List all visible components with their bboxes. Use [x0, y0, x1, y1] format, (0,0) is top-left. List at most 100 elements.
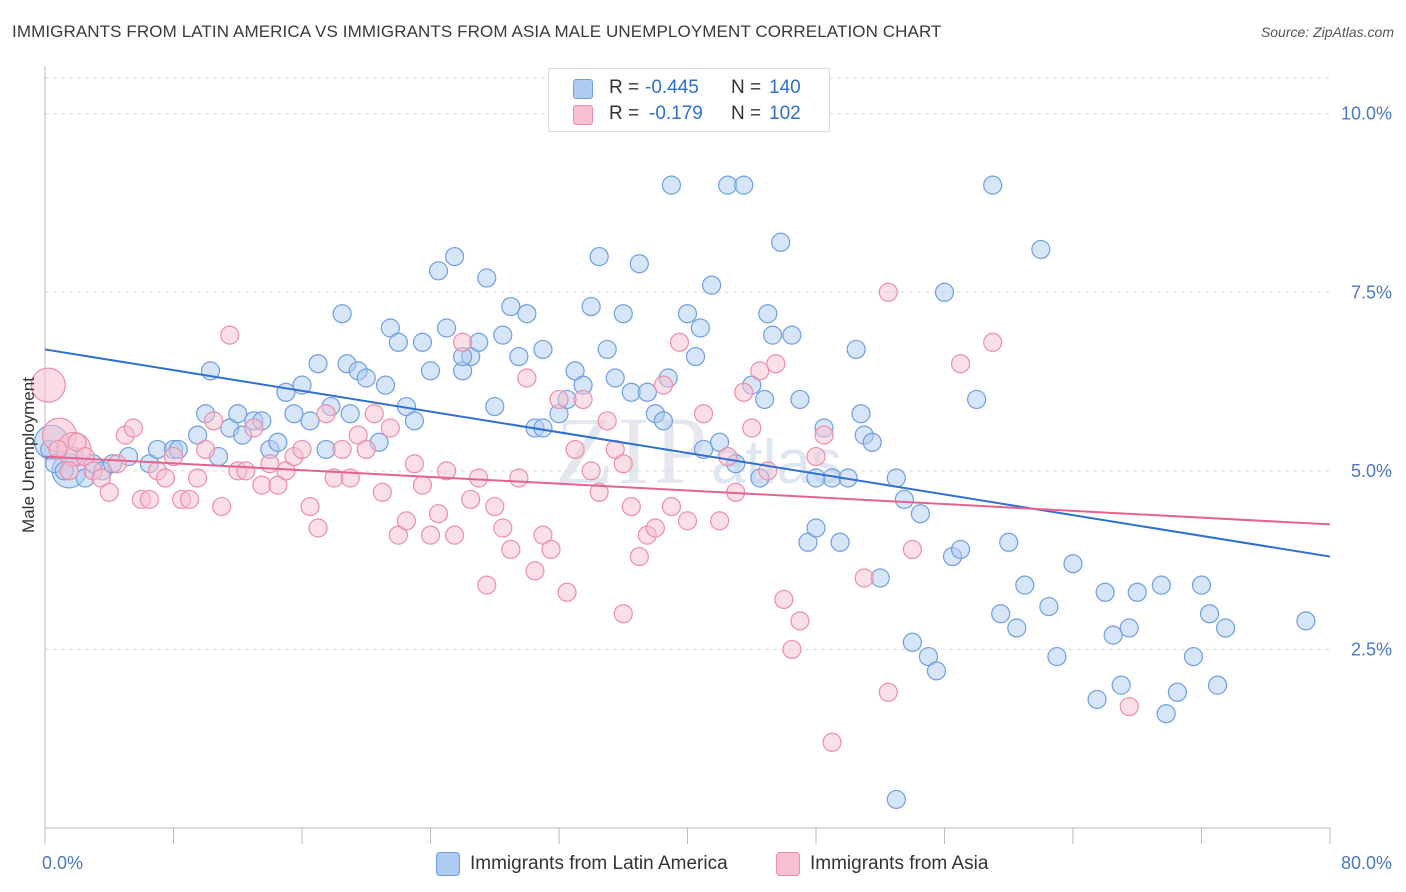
data-point [428, 261, 449, 281]
data-point [1199, 604, 1220, 624]
data-point [613, 604, 633, 624]
data-point [252, 475, 272, 495]
data-point [75, 446, 95, 467]
data-point [870, 568, 890, 588]
data-point [396, 511, 417, 531]
data-point [107, 454, 127, 474]
data-point [469, 332, 489, 352]
data-point [493, 325, 513, 345]
data-point [436, 461, 457, 481]
trend-line-asia [44, 455, 1331, 526]
data-point [782, 325, 802, 345]
data-point [661, 175, 682, 195]
data-point [517, 304, 537, 324]
data-point [187, 425, 208, 445]
data-point [179, 489, 200, 510]
data-point [814, 425, 834, 445]
data-point [260, 454, 280, 474]
data-point [525, 561, 545, 581]
data-point [1095, 582, 1115, 602]
chart-title: IMMIGRANTS FROM LATIN AMERICA VS IMMIGRA… [12, 22, 942, 41]
tick-labels: Male Unemployment 2.5% 5.0% 7.5% 10.0% 0.0% 80… [19, 104, 1392, 873]
data-point [983, 332, 1003, 352]
data-point [902, 632, 922, 652]
data-point [228, 404, 248, 424]
data-point [388, 525, 408, 545]
data-point [669, 332, 690, 352]
bottom-legend-swatch-asia [776, 852, 800, 876]
data-point [701, 275, 722, 295]
data-point [509, 468, 529, 488]
data-point [1015, 575, 1035, 595]
y-tick-label: 7.5% [1351, 282, 1392, 302]
data-point [549, 389, 569, 410]
data-point [822, 732, 842, 752]
legend-r-value: -0.179 [649, 103, 703, 124]
data-point [436, 318, 457, 338]
data-point [806, 518, 826, 538]
data-point [734, 175, 754, 195]
data-point [1119, 696, 1139, 717]
legend-r-label: R = [609, 77, 640, 98]
data-point [862, 432, 882, 452]
data-point [292, 439, 312, 460]
data-point [204, 411, 224, 431]
data-point [637, 382, 657, 402]
data-point [268, 475, 288, 495]
data-point [541, 539, 561, 560]
data-point [461, 489, 481, 510]
data-point [348, 425, 368, 445]
data-point [621, 496, 641, 517]
data-point [477, 268, 497, 288]
data-point [1167, 682, 1188, 702]
data-point [983, 175, 1003, 195]
data-point [509, 346, 529, 367]
data-point [565, 439, 585, 460]
data-point [950, 539, 971, 560]
data-point [798, 532, 818, 552]
data-point [774, 589, 794, 610]
data-point [59, 461, 79, 481]
data-point [1151, 575, 1171, 595]
data-point [340, 404, 360, 424]
data-point [48, 439, 68, 460]
data-point [388, 332, 408, 352]
data-point [485, 496, 505, 517]
data-point [147, 439, 168, 460]
data-point [710, 511, 730, 531]
data-point [404, 411, 425, 431]
data-point [693, 404, 714, 424]
data-point [493, 518, 513, 538]
data-point [380, 318, 400, 338]
data-point [573, 389, 593, 410]
data-point [581, 296, 601, 317]
data-point [754, 389, 775, 410]
bottom-legend-swatch-latin [436, 852, 460, 876]
data-point [645, 518, 665, 538]
data-point [806, 446, 826, 467]
data-point [364, 404, 384, 424]
data-point [557, 582, 577, 602]
data-point [420, 361, 441, 381]
data-point [934, 282, 955, 302]
data-point [613, 454, 633, 474]
legend-swatch-latin [573, 79, 593, 99]
data-point [1007, 618, 1027, 638]
data-point [734, 382, 754, 402]
legend-r-label: R = [609, 103, 640, 124]
data-point [597, 339, 617, 360]
data-point [300, 411, 320, 431]
data-point [902, 539, 922, 560]
legend-swatch-asia [573, 105, 593, 125]
data-point [155, 468, 176, 488]
data-point [139, 489, 160, 510]
data-point [276, 382, 296, 402]
data-point [718, 446, 738, 467]
data-point [894, 489, 914, 510]
data-point [501, 539, 521, 560]
data-point [690, 318, 710, 338]
bottom-legend-label-asia: Immigrants from Asia [810, 853, 989, 874]
data-point [581, 461, 601, 481]
legend-n-label: N = [731, 103, 762, 124]
